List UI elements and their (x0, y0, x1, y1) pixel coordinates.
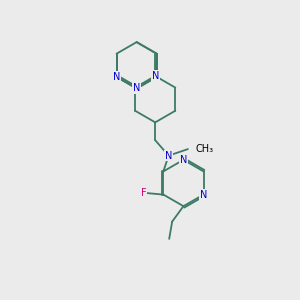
Text: N: N (133, 83, 140, 94)
Text: N: N (200, 190, 207, 200)
Text: N: N (180, 155, 187, 165)
Text: N: N (113, 72, 120, 82)
Text: N: N (152, 71, 159, 81)
Text: N: N (165, 151, 172, 160)
Text: F: F (141, 188, 146, 198)
Text: CH₃: CH₃ (195, 143, 214, 154)
